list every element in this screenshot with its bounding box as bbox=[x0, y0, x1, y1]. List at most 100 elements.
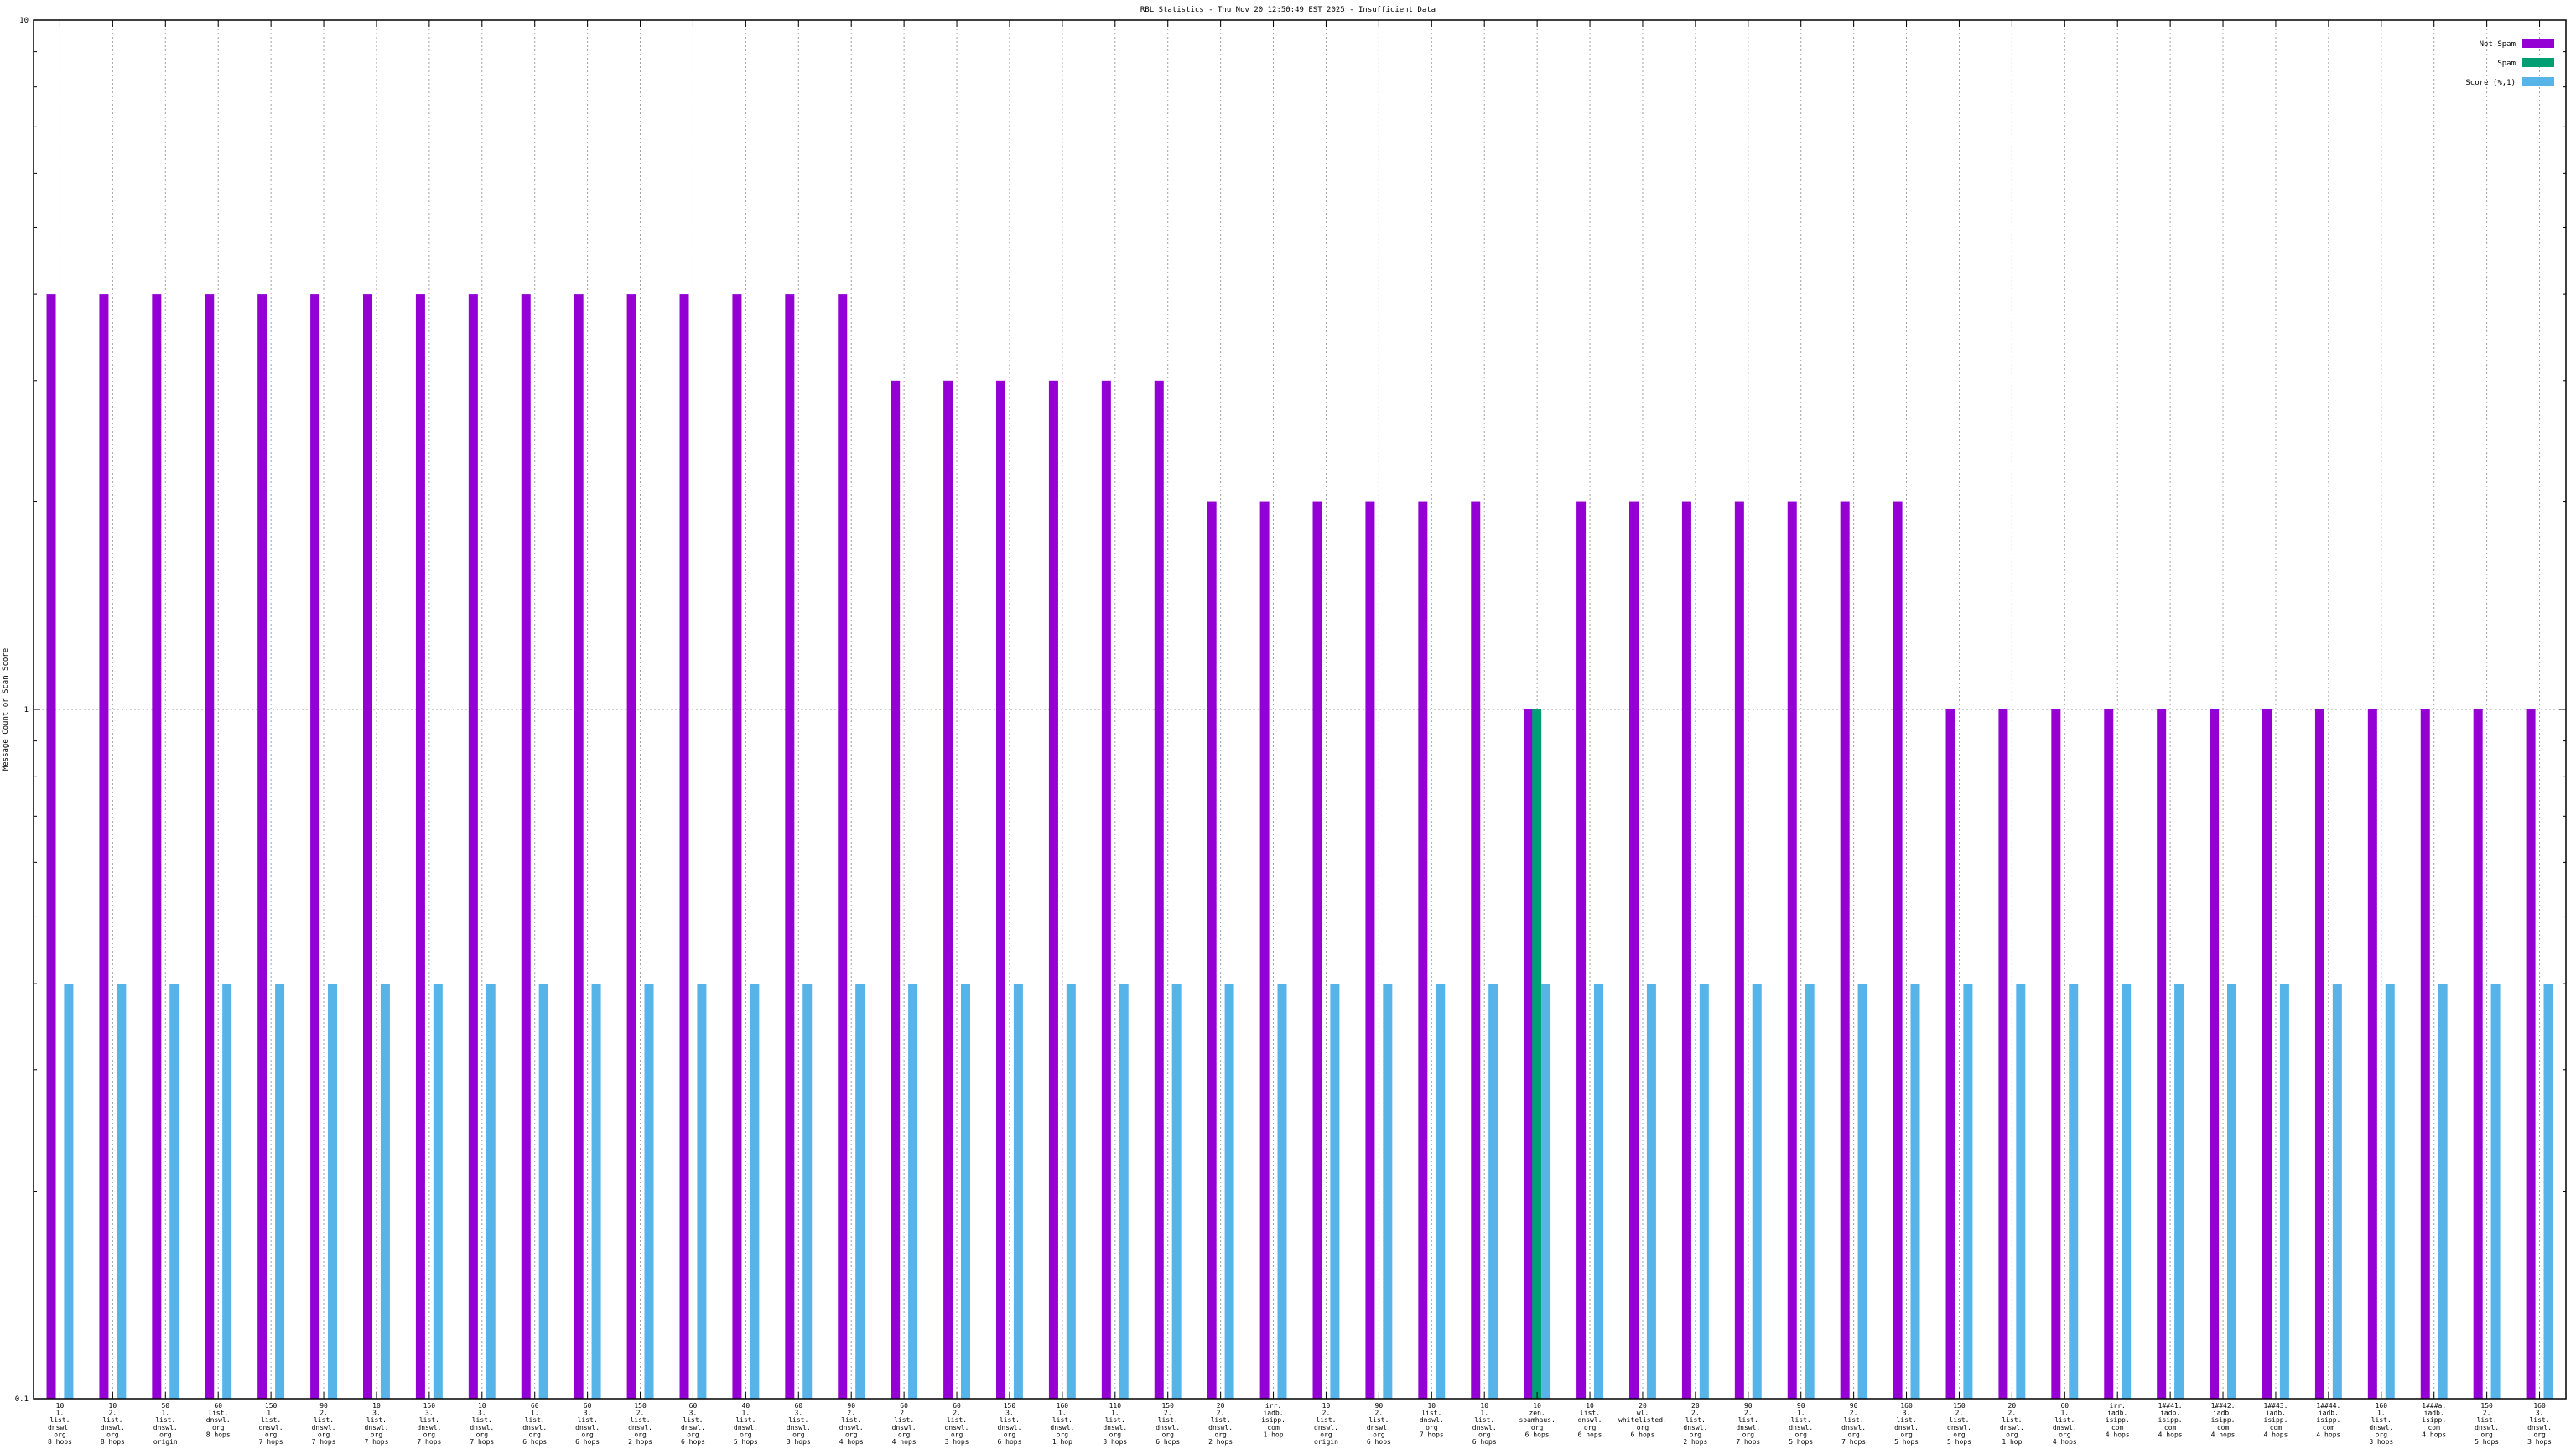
x-tick-label-line: org bbox=[1004, 1431, 1016, 1438]
x-tick-label-line: 1. bbox=[267, 1410, 275, 1417]
x-tick-label-line: org bbox=[1742, 1431, 1755, 1438]
x-tick-label-line: com bbox=[1267, 1424, 1280, 1431]
x-tick-label-line: 3 hops bbox=[2369, 1438, 2393, 1446]
x-tick-label-line: spamhaus. bbox=[1519, 1416, 1555, 1424]
x-tick-label-line: org bbox=[318, 1431, 330, 1438]
x-tick-label-line: 20 bbox=[1217, 1402, 1225, 1410]
x-tick-label-line: list. bbox=[2477, 1416, 2497, 1424]
x-tick-label-line: org bbox=[106, 1431, 119, 1438]
bar-score bbox=[1752, 984, 1762, 1399]
x-tick-label-line: whitelisted. bbox=[1618, 1416, 1667, 1424]
x-tick-label-line: dnswl. bbox=[1841, 1424, 1866, 1431]
x-tick-label-line: 7 hops bbox=[1420, 1431, 1444, 1438]
x-tick-label-line: 3. bbox=[1005, 1410, 1014, 1417]
x-tick-label-line: 1. bbox=[742, 1410, 750, 1417]
bar-not-spam bbox=[46, 294, 56, 1399]
x-tick-label-line: 60 bbox=[2060, 1402, 2069, 1410]
x-tick-label-line: org bbox=[1953, 1431, 1966, 1438]
x-tick-label-line: 110 bbox=[1109, 1402, 1122, 1410]
x-tick-label-line: 10 bbox=[56, 1402, 65, 1410]
ticks-layer bbox=[34, 19, 2566, 1400]
x-tick-label-line: 1. bbox=[161, 1410, 169, 1417]
bar-score bbox=[1541, 984, 1551, 1399]
bar-not-spam bbox=[363, 294, 373, 1399]
x-tick-label: 20 2. list. dnswl. org 2 hops bbox=[1683, 1402, 1707, 1446]
x-tick-label: 10 list. dnswl. org 7 hops bbox=[1420, 1402, 1444, 1438]
x-tick-label: 10 1. list. dnswl. org 6 hops bbox=[1472, 1402, 1497, 1446]
y-tick-label: 10 bbox=[19, 17, 29, 25]
x-tick-label: 10 3. list. dnswl. org 7 hops bbox=[365, 1402, 389, 1446]
bar-score bbox=[750, 984, 760, 1399]
bar-score bbox=[1277, 984, 1287, 1399]
x-tick-label-line: isipp. bbox=[2158, 1416, 2183, 1424]
x-tick-label-line: origin bbox=[153, 1438, 178, 1446]
x-tick-label-line: list. bbox=[2054, 1416, 2075, 1424]
bar-not-spam bbox=[1418, 501, 1428, 1399]
bar-score bbox=[908, 984, 918, 1399]
bar-not-spam bbox=[2157, 709, 2167, 1399]
x-tick-label-line: list. bbox=[208, 1410, 228, 1417]
x-tick-label-line: 8 hops bbox=[48, 1438, 72, 1446]
bar-not-spam bbox=[838, 294, 848, 1399]
y-tick-label: 1 bbox=[24, 706, 29, 714]
x-tick-label-line: 3. bbox=[794, 1410, 802, 1417]
x-tick-label-line: iadb. bbox=[2160, 1410, 2180, 1417]
x-tick-label-line: 3. bbox=[478, 1410, 486, 1417]
bar-spam bbox=[1532, 709, 1542, 1399]
x-tick-label-line: org bbox=[1794, 1431, 1807, 1438]
bar-not-spam bbox=[732, 294, 742, 1399]
x-tick-label: 1##43. iadb. isipp. com 4 hops bbox=[2264, 1402, 2288, 1438]
x-tick-label-line: list. bbox=[1738, 1416, 1758, 1424]
x-tick-label-line: irr. bbox=[1265, 1402, 1281, 1410]
x-tick-label-line: list. bbox=[1000, 1416, 1020, 1424]
x-tick-label-line: 160 bbox=[1057, 1402, 1069, 1410]
x-tick-label-line: org bbox=[1900, 1431, 1913, 1438]
bar-score bbox=[1224, 984, 1234, 1399]
bar-score bbox=[2543, 984, 2553, 1399]
bar-not-spam bbox=[574, 294, 584, 1399]
x-tick-label-line: 7 hops bbox=[259, 1438, 283, 1446]
x-tick-label-line: list. bbox=[525, 1416, 545, 1424]
x-tick-label-line: org bbox=[898, 1431, 911, 1438]
x-tick-label-line: 1##44. bbox=[2316, 1402, 2340, 1410]
x-tick-label-line: list. bbox=[155, 1416, 175, 1424]
x-tick-label-line: 150 bbox=[423, 1402, 436, 1410]
bar-score bbox=[1699, 984, 1709, 1399]
x-tick-label-line: org bbox=[1373, 1431, 1385, 1438]
x-tick-label-line: com bbox=[2270, 1424, 2283, 1431]
bar-not-spam bbox=[679, 294, 689, 1399]
x-tick-label-line: 40 bbox=[742, 1402, 750, 1410]
y-axis-label: Message Count or Scan Score bbox=[2, 648, 10, 771]
x-tick-label: 150 2. list. dnswl. org 5 hops bbox=[1947, 1402, 1971, 1446]
x-tick-label-line: 2. bbox=[1744, 1410, 1753, 1417]
x-tick-label-line: dnswl. bbox=[2527, 1424, 2552, 1431]
x-tick-label-line: dnswl. bbox=[892, 1424, 917, 1431]
bar-score bbox=[2069, 984, 2079, 1399]
x-tick-label: irr. iadb. isipp. com 4 hops bbox=[2106, 1402, 2130, 1438]
x-tick-label-line: 4 hops bbox=[2422, 1431, 2446, 1438]
x-tick-label-line: zen. bbox=[1529, 1410, 1545, 1417]
x-tick-label-line: 10 bbox=[1586, 1402, 1594, 1410]
x-tick-label: irr. iadb. isipp. com 1 hop bbox=[1261, 1402, 1285, 1438]
x-tick-label-line: dnswl. bbox=[101, 1424, 125, 1431]
x-tick-label-line: dnswl. bbox=[945, 1424, 969, 1431]
bar-not-spam bbox=[1259, 501, 1270, 1399]
x-tick-label-line: 6 hops bbox=[1156, 1438, 1180, 1446]
x-tick-label-line: 6 hops bbox=[1367, 1438, 1391, 1446]
x-tick-label-line: dnswl. bbox=[2369, 1424, 2393, 1431]
x-tick-label-line: org bbox=[423, 1431, 436, 1438]
x-tick-label-line: org bbox=[528, 1431, 541, 1438]
x-tick-label-line: 3. bbox=[372, 1410, 381, 1417]
x-tick-label-line: org bbox=[1847, 1431, 1860, 1438]
bar-not-spam bbox=[1681, 501, 1691, 1399]
x-tick-label-line: dnswl. bbox=[1420, 1416, 1444, 1424]
x-tick-label: 160 3. list. dnswl. org 3 hops bbox=[2527, 1402, 2552, 1446]
x-tick-label-line: 150 bbox=[1161, 1402, 1174, 1410]
bar-not-spam bbox=[1312, 501, 1322, 1399]
x-tick-label: 90 2. list. dnswl. org 4 hops bbox=[839, 1402, 864, 1446]
x-tick-label-line: 1. bbox=[56, 1410, 65, 1417]
x-tick-label-line: isipp. bbox=[2106, 1416, 2130, 1424]
x-tick-label: 160 1. list. dnswl. org 1 hop bbox=[1050, 1402, 1074, 1446]
x-tick-label-line: 150 bbox=[1953, 1402, 1966, 1410]
x-tick-label-line: dnswl. bbox=[2000, 1424, 2024, 1431]
